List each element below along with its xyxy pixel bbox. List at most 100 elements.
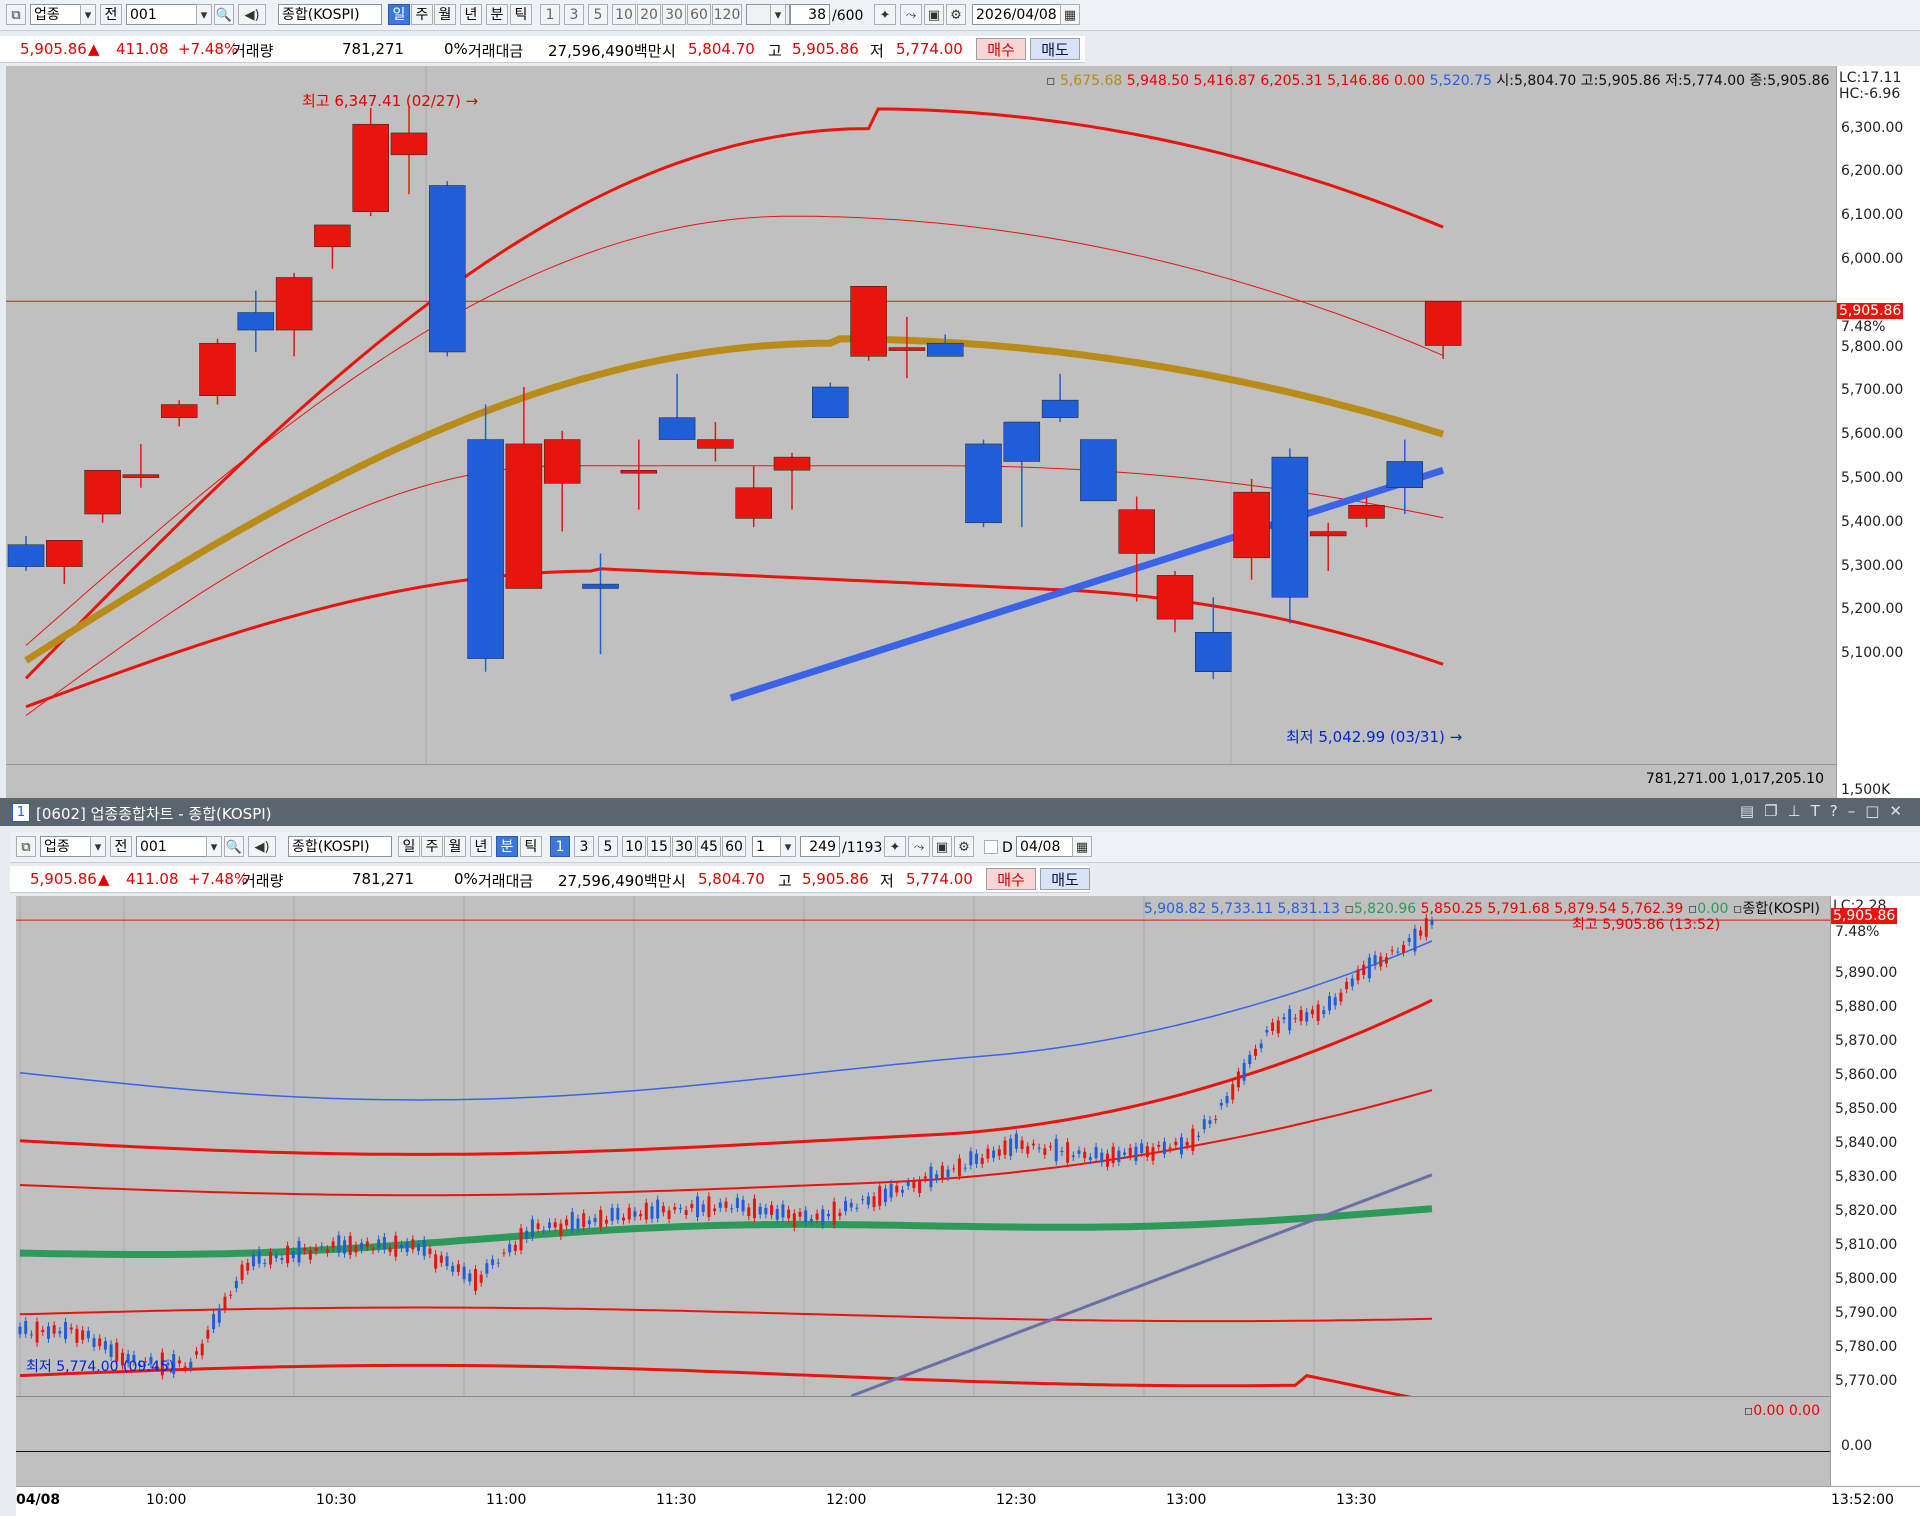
tab-tick[interactable]: 틱 (510, 4, 532, 25)
tab-week[interactable]: 주 (411, 4, 433, 25)
buy-button[interactable]: 매수 (976, 38, 1026, 60)
calendar-icon[interactable]: ▦ (1072, 836, 1092, 857)
chart-window-icon[interactable]: ⧉ (6, 4, 26, 25)
minute-candle-body (696, 1196, 700, 1218)
gear-icon[interactable]: ⚙ (946, 4, 966, 25)
date-field[interactable]: 04/08 (1016, 836, 1074, 857)
interval-30[interactable]: 30 (662, 4, 686, 25)
minute-candle-body (536, 1223, 540, 1229)
interval-60[interactable]: 60 (722, 836, 746, 857)
interval-15[interactable]: 15 (647, 836, 671, 857)
market-select[interactable]: 업종 (30, 4, 82, 25)
minute-candle-body (257, 1250, 261, 1264)
chevron-down-icon[interactable]: ▾ (206, 836, 222, 857)
interval-30[interactable]: 30 (672, 836, 696, 857)
help-icon[interactable]: ? (1829, 802, 1848, 820)
chevron-down-icon[interactable]: ▾ (196, 4, 212, 25)
minimize-icon[interactable]: – (1847, 802, 1866, 820)
minute-candle-body (1254, 1048, 1257, 1056)
minute-candle-chart[interactable]: 5,908.82 5,733.11 5,831.13 ▫5,820.96 5,8… (16, 896, 1830, 1396)
daily-chart-svg (6, 66, 1836, 798)
copy-icon[interactable]: ❐ (1764, 802, 1788, 820)
minute-candle-body (587, 1220, 591, 1225)
minute-candle-body (565, 1219, 569, 1226)
pin-icon[interactable]: ⊥ (1787, 802, 1811, 820)
chevron-down-icon[interactable]: ▾ (80, 4, 96, 25)
lower-quote-bar: 5,905.86 ▲ 411.08 +7.48% 거래량 781,271 0% … (10, 866, 1090, 893)
interval-10[interactable]: 10 (622, 836, 646, 857)
code-input[interactable]: 001 (126, 4, 198, 25)
date-field[interactable]: 2026/04/08 (972, 4, 1062, 25)
tab-day[interactable]: 일 (388, 4, 410, 25)
search-icon[interactable]: 🔍 (224, 836, 244, 857)
lower-panel-header[interactable]: 1 [0602] 업종종합차트 - 종합(KOSPI) ▤❐⊥T?–□✕ (0, 798, 1920, 826)
count-input[interactable]: 249 (800, 836, 840, 857)
y-tick-label: 5,780.00 (1835, 1339, 1898, 1356)
sell-button[interactable]: 매도 (1040, 868, 1090, 890)
candle-body (199, 342, 236, 397)
tab-year[interactable]: 년 (470, 836, 492, 857)
layout-icon[interactable]: ▤ (1739, 802, 1765, 820)
interval-3[interactable]: 3 (574, 836, 594, 857)
interval-10[interactable]: 10 (612, 4, 636, 25)
code-input[interactable]: 001 (136, 836, 208, 857)
change-value: 411.08 (126, 870, 179, 888)
interval-5[interactable]: 5 (588, 4, 608, 25)
candle-body (275, 277, 313, 331)
tab-day[interactable]: 일 (398, 836, 420, 857)
chevron-down-icon[interactable]: ▾ (90, 836, 106, 857)
save-icon[interactable]: ▣ (924, 4, 944, 25)
interval-1[interactable]: 1 (550, 836, 570, 857)
minute-candle-body (280, 1258, 284, 1260)
tab-minute[interactable]: 분 (486, 4, 508, 25)
line-tool-icon[interactable]: ⤳ (900, 4, 922, 25)
speaker-icon[interactable]: ◀) (248, 836, 276, 857)
close-icon[interactable]: ✕ (1889, 802, 1912, 820)
interval-120[interactable]: 120 (712, 4, 742, 25)
tab-year[interactable]: 년 (460, 4, 482, 25)
market-select[interactable]: 업종 (40, 836, 92, 857)
minute-candle-body (1402, 944, 1406, 953)
chevron-down-icon[interactable]: ▾ (780, 836, 796, 857)
count-input[interactable]: 38 (790, 4, 830, 25)
chevron-down-icon[interactable]: ▾ (770, 4, 786, 25)
maximize-icon[interactable]: □ (1865, 802, 1890, 820)
interval-45[interactable]: 45 (697, 836, 721, 857)
minute-candle-body (1117, 1150, 1121, 1162)
prev-button[interactable]: 전 (100, 4, 122, 25)
search-icon[interactable]: 🔍 (214, 4, 234, 25)
calendar-icon[interactable]: ▦ (1060, 4, 1080, 25)
minute-candle-body (730, 1208, 734, 1210)
minute-candle-body (445, 1256, 449, 1267)
minute-candle-body (1197, 1135, 1201, 1137)
gear-icon[interactable]: ⚙ (954, 836, 974, 857)
lower-sub-chart[interactable]: ▫0.00 0.00 (16, 1396, 1830, 1487)
interval-60[interactable]: 60 (687, 4, 711, 25)
legend-green: 5,820.96 (1353, 901, 1417, 917)
minute-candle-body (1362, 964, 1366, 976)
save-icon[interactable]: ▣ (932, 836, 952, 857)
indicator-icon[interactable]: ✦ (874, 4, 896, 25)
interval-5[interactable]: 5 (598, 836, 618, 857)
tab-week[interactable]: 주 (421, 836, 443, 857)
x-tick-label: 12:30 (996, 1492, 1037, 1508)
daily-candle-chart[interactable]: ▫ 5,675.68 5,948.50 5,416.87 6,205.31 5,… (6, 66, 1836, 799)
interval-3[interactable]: 3 (564, 4, 584, 25)
buy-button[interactable]: 매수 (986, 868, 1036, 890)
prev-button[interactable]: 전 (110, 836, 132, 857)
text-icon[interactable]: T (1810, 802, 1830, 820)
tab-tick[interactable]: 틱 (520, 836, 542, 857)
chart-window-icon[interactable]: ⧉ (16, 836, 36, 857)
minute-candle-body (758, 1206, 762, 1215)
sell-button[interactable]: 매도 (1030, 38, 1080, 60)
indicator-icon[interactable]: ✦ (884, 836, 906, 857)
tab-month[interactable]: 월 (434, 4, 456, 25)
line-tool-icon[interactable]: ⤳ (908, 836, 930, 857)
speaker-icon[interactable]: ◀) (238, 4, 266, 25)
minute-candle-body (781, 1204, 785, 1218)
interval-20[interactable]: 20 (637, 4, 661, 25)
checkbox[interactable] (984, 840, 998, 854)
interval-1[interactable]: 1 (540, 4, 560, 25)
tab-minute[interactable]: 분 (496, 836, 518, 857)
tab-month[interactable]: 월 (444, 836, 466, 857)
